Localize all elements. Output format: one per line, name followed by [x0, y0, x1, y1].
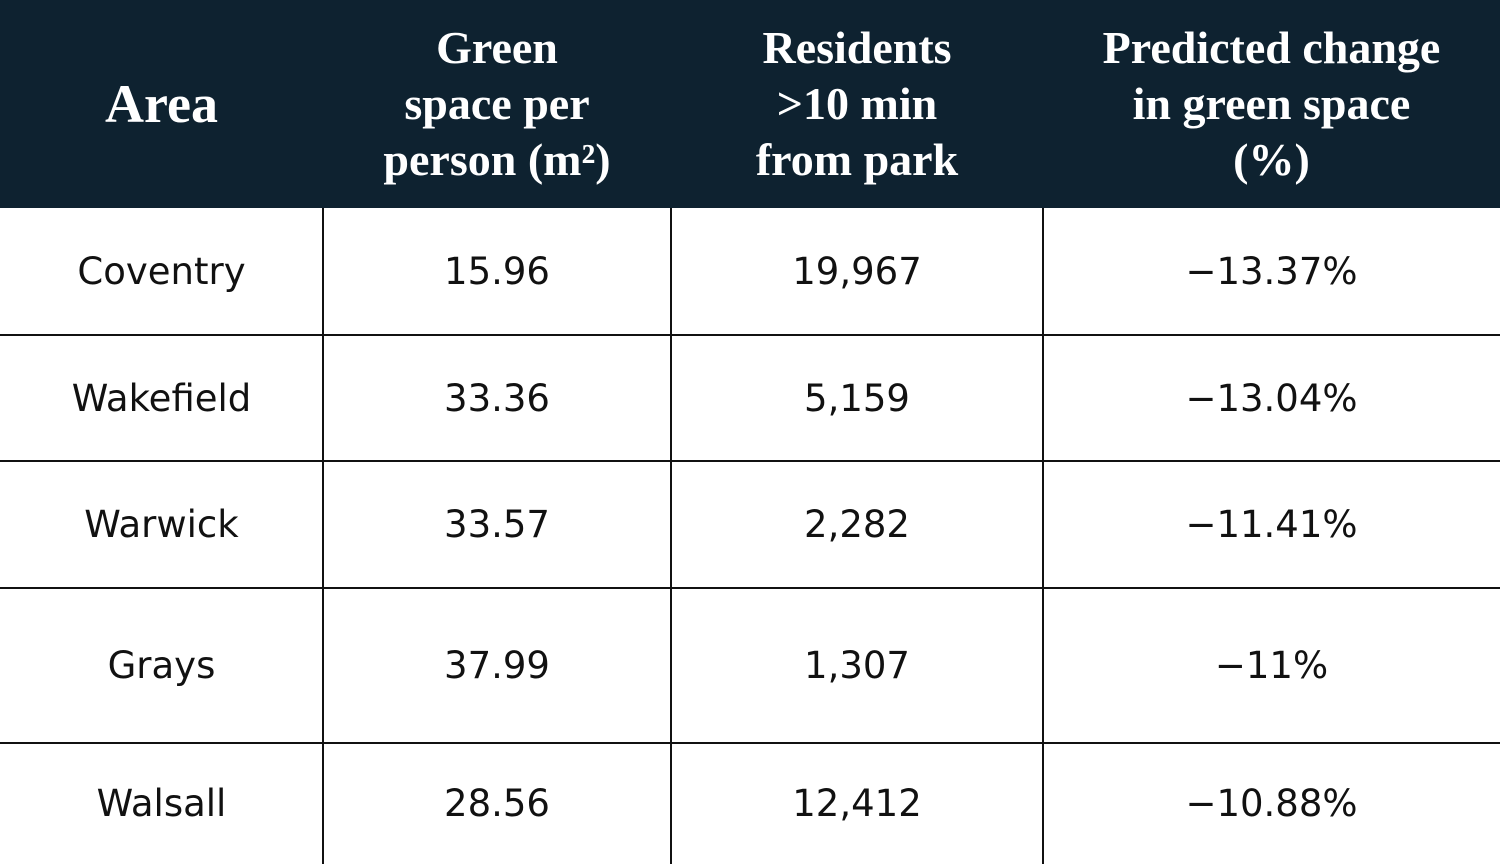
row-label: Grays — [107, 644, 216, 687]
row-label: Wakefield — [71, 376, 252, 420]
header-cell: Predicted change in green space (%) — [1043, 0, 1500, 208]
data-cell: −10.88% — [1185, 782, 1358, 825]
column-divider — [670, 208, 672, 864]
data-cell: 19,967 — [792, 250, 922, 293]
header-cell: Area — [0, 0, 323, 208]
data-cell: 28.56 — [444, 782, 550, 825]
row-label: Coventry — [77, 250, 246, 293]
header-text: Predicted change in green space (%) — [1102, 22, 1441, 185]
row-divider — [0, 587, 1500, 589]
header-text: Green space per person (m²) — [383, 22, 611, 185]
data-cell: −13.37% — [1185, 250, 1358, 293]
header-cell: Green space per person (m²) — [323, 0, 671, 208]
row-divider — [0, 334, 1500, 336]
header-text: Area — [105, 74, 218, 134]
data-cell: 5,159 — [804, 376, 910, 420]
row-divider — [0, 742, 1500, 744]
data-cell: −13.04% — [1185, 376, 1358, 420]
data-cell: 15.96 — [444, 250, 550, 293]
data-cell: 33.36 — [444, 376, 550, 420]
data-cell: 33.57 — [444, 503, 550, 546]
row-label: Warwick — [84, 503, 239, 546]
data-cell: 12,412 — [792, 782, 922, 825]
row-divider — [0, 460, 1500, 462]
data-cell: 37.99 — [444, 644, 550, 687]
header-cell: Residents >10 min from park — [671, 0, 1043, 208]
data-cell: 2,282 — [804, 503, 910, 546]
column-divider — [1042, 208, 1044, 864]
row-label: Walsall — [96, 782, 227, 825]
data-cell: −11.41% — [1185, 503, 1358, 546]
data-cell: 1,307 — [804, 644, 910, 687]
data-cell: −11% — [1214, 644, 1329, 687]
column-divider — [322, 208, 324, 864]
header-text: Residents >10 min from park — [755, 22, 959, 185]
